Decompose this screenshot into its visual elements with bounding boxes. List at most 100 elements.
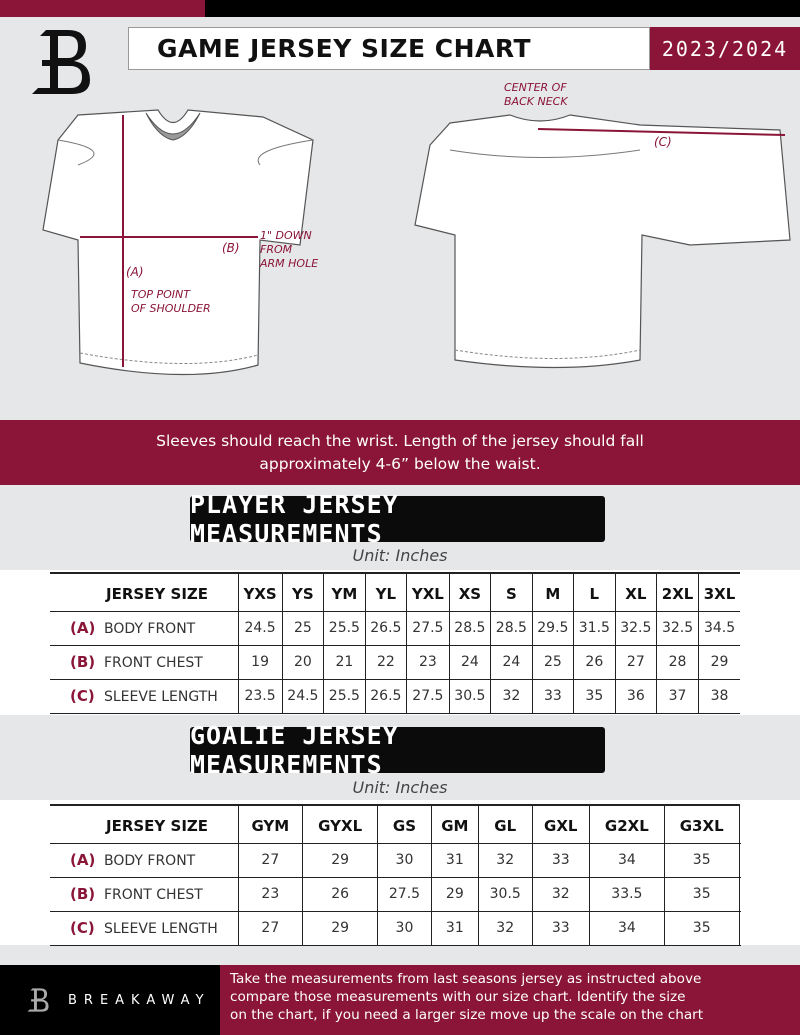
back-jersey-diagram xyxy=(414,114,791,369)
top-black-bar xyxy=(205,0,800,17)
measurement-value: 29 xyxy=(698,645,740,679)
measurement-value: 32 xyxy=(531,877,590,911)
measurement-value: 31 xyxy=(430,843,479,877)
measurement-value: 19 xyxy=(237,645,283,679)
size-column-header: YXL xyxy=(406,573,450,611)
size-column-header: GYXL xyxy=(302,805,378,843)
measurement-value: 25 xyxy=(281,611,324,645)
measurement-value: 33 xyxy=(531,679,574,713)
measurement-value: 25.5 xyxy=(323,679,366,713)
measurement-value: 32 xyxy=(477,843,533,877)
size-column-header: M xyxy=(531,573,574,611)
goalie-section-title: GOALIE JERSEY MEASUREMENTS xyxy=(190,721,605,779)
arm-hole-note: 1" DOWN FROM ARM HOLE xyxy=(260,229,319,270)
measurement-label: (C) SLEEVE LENGTH xyxy=(70,687,218,705)
measurement-value: 28 xyxy=(656,645,699,679)
measurement-value: 30.5 xyxy=(477,877,533,911)
brand-name: BREAKAWAY xyxy=(68,992,211,1008)
jersey-size-header: JERSEY SIZE xyxy=(106,585,209,604)
measurement-value: 33.5 xyxy=(588,877,665,911)
size-column-header: GS xyxy=(377,805,432,843)
measurement-value xyxy=(738,843,740,877)
label-a: (A) xyxy=(126,265,144,279)
size-column-header: GYM xyxy=(237,805,303,843)
player-unit: Unit: Inches xyxy=(352,546,448,565)
measurement-label: (B) FRONT CHEST xyxy=(70,653,203,671)
measurement-value: 27 xyxy=(237,911,303,945)
measurement-value: 27.5 xyxy=(406,611,450,645)
measurement-value: 32.5 xyxy=(614,611,657,645)
measurement-label: (A) BODY FRONT xyxy=(70,619,196,637)
jersey-size-header: JERSEY SIZE xyxy=(106,817,209,836)
top-accent-bar xyxy=(0,0,205,17)
measurement-value xyxy=(738,911,740,945)
page-title: GAME JERSEY SIZE CHART xyxy=(128,27,650,70)
measurement-value: 35 xyxy=(663,877,740,911)
table-header-row: JERSEY SIZE YXS YS YM YL YXL XS S M L XL 2XL 3XL xyxy=(50,573,740,611)
measurement-value: 34 xyxy=(588,911,665,945)
season-badge: 2023/2024 xyxy=(650,27,800,70)
measurement-value: 35 xyxy=(573,679,616,713)
measurement-letter: (B) xyxy=(70,885,96,903)
size-column-header: 2XL xyxy=(656,573,699,611)
measurement-value: 30 xyxy=(377,843,432,877)
measurement-label: (A) BODY FRONT xyxy=(70,851,196,869)
measurement-value: 36 xyxy=(614,679,657,713)
goalie-unit: Unit: Inches xyxy=(352,778,448,797)
size-column-header: XS xyxy=(448,573,491,611)
size-column-header: S xyxy=(490,573,533,611)
breakaway-logo-small xyxy=(27,988,49,1012)
table-row: (A) BODY FRONT 27 29 30 31 32 33 34 35 xyxy=(50,843,740,877)
measurement-value: 26.5 xyxy=(364,679,407,713)
measurement-value: 27 xyxy=(237,843,303,877)
size-column-header: GM xyxy=(430,805,479,843)
size-column-header: YS xyxy=(281,573,324,611)
measurement-value: 23.5 xyxy=(237,679,283,713)
footer-brand: BREAKAWAY xyxy=(0,965,220,1035)
center-back-neck-note: CENTER OF BACK NECK xyxy=(504,81,568,108)
measurement-value: 34 xyxy=(588,843,665,877)
measurement-value: 29 xyxy=(430,877,479,911)
measurement-label: (C) SLEEVE LENGTH xyxy=(70,919,218,937)
player-section-title: PLAYER JERSEY MEASUREMENTS xyxy=(190,490,605,548)
measurement-value: 28.5 xyxy=(448,611,491,645)
measurement-value: 29.5 xyxy=(531,611,574,645)
measurement-value: 21 xyxy=(323,645,366,679)
table-row: (C) SLEEVE LENGTH 27 29 30 31 32 33 34 35 xyxy=(50,911,740,945)
measurement-value: 24.5 xyxy=(237,611,283,645)
measurement-value: 29 xyxy=(302,843,378,877)
table-row: (A) BODY FRONT 24.5 25 25.5 26.5 27.5 28.5 28.5 2… xyxy=(50,611,740,645)
measurement-letter: (A) xyxy=(70,851,96,869)
label-b: (B) xyxy=(222,241,240,255)
size-column-header: YL xyxy=(364,573,407,611)
shoulder-note: TOP POINT OF SHOULDER xyxy=(131,288,211,315)
measurement-value: 22 xyxy=(364,645,407,679)
measurement-value: 37 xyxy=(656,679,699,713)
size-column-header: G3XL xyxy=(663,805,740,843)
measurement-letter: (C) xyxy=(70,687,95,705)
measurement-value: 26.5 xyxy=(364,611,407,645)
measurement-value: 32 xyxy=(477,911,533,945)
measurement-value: 24.5 xyxy=(281,679,324,713)
size-column-header: XL xyxy=(614,573,657,611)
measurement-value: 31.5 xyxy=(573,611,616,645)
measurement-value xyxy=(738,877,740,911)
measurement-value: 38 xyxy=(698,679,740,713)
measurement-letter: (A) xyxy=(70,619,96,637)
table-row: (B) FRONT CHEST 23 26 27.5 29 30.5 32 33.5 35 xyxy=(50,877,740,911)
measurement-value: 32 xyxy=(490,679,533,713)
measurement-label: (B) FRONT CHEST xyxy=(70,885,203,903)
measurement-value: 26 xyxy=(573,645,616,679)
size-column-header: L xyxy=(573,573,616,611)
table-row: (B) FRONT CHEST 19 20 21 22 23 24 24 25 26 27 28 29 xyxy=(50,645,740,679)
measurement-value: 20 xyxy=(281,645,324,679)
label-c: (C) xyxy=(654,135,672,149)
measurement-value: 28.5 xyxy=(490,611,533,645)
size-column-header: YM xyxy=(323,573,366,611)
instructions-band: Sleeves should reach the wrist. Length o… xyxy=(0,420,800,485)
size-column-header: G2XL xyxy=(588,805,665,843)
goalie-size-table: JERSEY SIZE GYM GYXL GS GM GL GXL G2XL G3XL (A) BO… xyxy=(50,804,740,946)
breakaway-logo xyxy=(32,30,90,94)
measurement-value: 34.5 xyxy=(698,611,740,645)
measurement-value: 25.5 xyxy=(323,611,366,645)
